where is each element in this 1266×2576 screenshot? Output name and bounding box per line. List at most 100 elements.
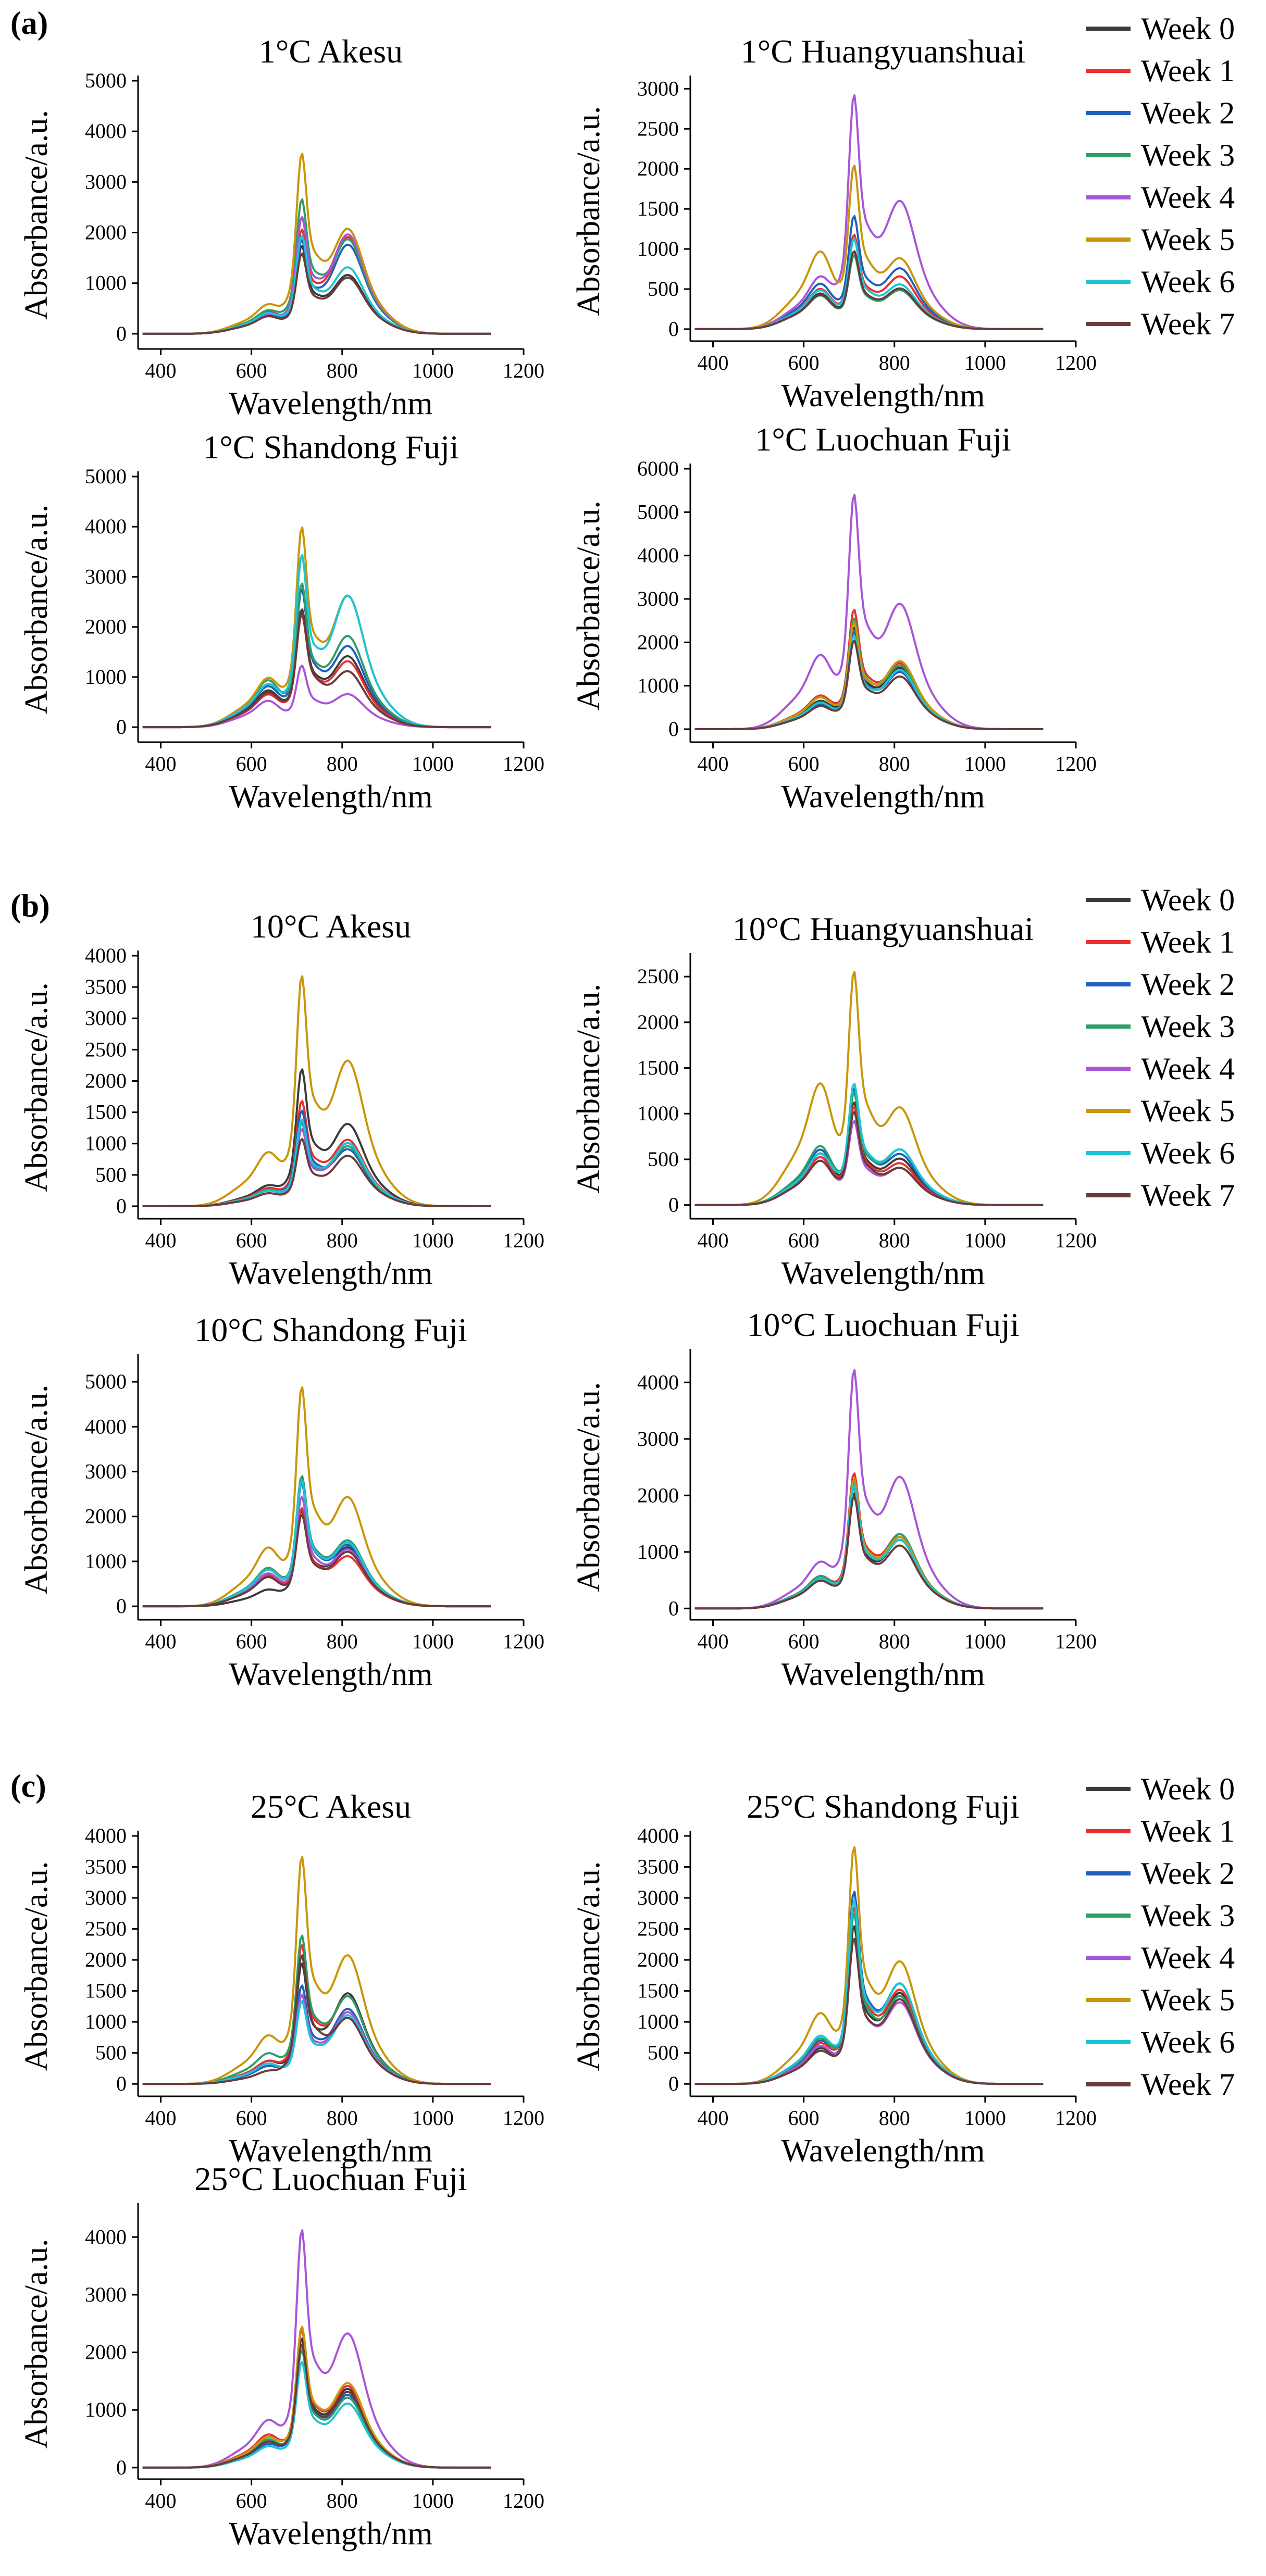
chart-11: 25°C Luochuan Fuji 400 600 800 1000 1200 0 1000… [19, 2160, 544, 2552]
x-tick-label: 800 [327, 1229, 358, 1252]
chart-3: 1°C Shandong Fuji 400 600 800 1000 1200 0 1000 2… [19, 429, 544, 815]
legend-label: Week 3 [1141, 1898, 1235, 1933]
x-axis-label: Wavelength/nm [781, 2133, 985, 2169]
x-tick-label: 1200 [1055, 752, 1097, 776]
y-tick-label: 2000 [85, 1069, 127, 1092]
x-tick-label: 400 [145, 752, 177, 776]
y-tick-label: 5000 [637, 500, 679, 523]
y-tick-label: 2000 [637, 1010, 679, 1034]
x-tick-label: 1000 [964, 752, 1006, 776]
y-tick-label: 1500 [85, 1979, 127, 2003]
x-tick-label: 1200 [1055, 351, 1097, 374]
x-tick-label: 1000 [964, 2106, 1006, 2130]
y-tick-label: 0 [668, 2072, 679, 2095]
x-tick-label: 1000 [412, 1229, 454, 1252]
x-tick-label: 1000 [412, 2106, 454, 2130]
y-axis-label: Absorbance/a.u. [19, 505, 54, 715]
chart-title: 1°C Akesu [259, 33, 403, 70]
legend-label: Week 2 [1141, 1856, 1235, 1891]
y-tick-label: 4000 [85, 1415, 127, 1438]
y-tick-label: 4000 [637, 544, 679, 567]
legend-label: Week 7 [1141, 1178, 1235, 1212]
y-tick-label: 3500 [85, 1855, 127, 1879]
y-tick-label: 2000 [637, 1483, 679, 1507]
y-tick-label: 2000 [637, 157, 679, 180]
y-tick-label: 500 [95, 1163, 127, 1186]
x-tick-label: 1000 [964, 351, 1006, 374]
y-tick-label: 1500 [637, 1056, 679, 1080]
y-tick-label: 3500 [637, 1855, 679, 1879]
y-tick-label: 3000 [637, 1427, 679, 1450]
y-tick-label: 5000 [85, 1370, 127, 1393]
chart-title: 10°C Huangyuanshuai [733, 910, 1034, 947]
x-axis-label: Wavelength/nm [781, 1657, 985, 1692]
x-axis-label: Wavelength/nm [229, 779, 432, 815]
x-tick-label: 1200 [503, 359, 544, 382]
chart-title: 1°C Shandong Fuji [203, 429, 458, 466]
x-axis-label: Wavelength/nm [229, 386, 432, 421]
y-axis-label: Absorbance/a.u. [571, 501, 606, 710]
y-tick-label: 4000 [637, 1370, 679, 1394]
y-tick-label: 3000 [85, 1886, 127, 1909]
y-axis-label: Absorbance/a.u. [19, 982, 54, 1192]
y-tick-label: 3000 [637, 1886, 679, 1909]
series-line-week-7 [694, 250, 1044, 330]
y-tick-label: 0 [668, 1193, 679, 1217]
y-axis-label: Absorbance/a.u. [571, 1861, 606, 2071]
x-tick-label: 1200 [503, 1229, 544, 1252]
legend-label: Week 6 [1141, 265, 1235, 299]
y-tick-label: 2000 [85, 1505, 127, 1528]
x-tick-label: 400 [145, 359, 177, 382]
y-tick-label: 4000 [85, 1824, 127, 1847]
y-axis-label: Absorbance/a.u. [571, 984, 606, 1194]
x-tick-label: 1000 [964, 1630, 1006, 1653]
x-tick-label: 800 [879, 752, 910, 776]
x-tick-label: 600 [788, 752, 820, 776]
y-tick-label: 3000 [85, 565, 127, 588]
legend-label: Week 4 [1141, 180, 1235, 215]
legend-label: Week 0 [1141, 883, 1235, 917]
y-tick-label: 4000 [85, 119, 127, 143]
y-tick-label: 1000 [637, 2010, 679, 2033]
y-tick-label: 1000 [637, 674, 679, 697]
charts-layer: 1°C Akesu 400 600 800 1000 1200 0 1000 2000 3000 4… [19, 33, 1097, 2552]
y-tick-label: 5000 [85, 465, 127, 488]
x-tick-label: 400 [698, 1229, 729, 1252]
legend-label: Week 5 [1141, 222, 1235, 257]
y-tick-label: 1000 [637, 1540, 679, 1564]
x-tick-label: 400 [145, 1229, 177, 1252]
chart-6: 10°C Huangyuanshuai 400 600 800 1000 1200 0 500… [571, 910, 1097, 1291]
y-tick-label: 1500 [637, 1979, 679, 2003]
x-tick-label: 600 [788, 2106, 820, 2130]
x-tick-label: 1200 [503, 2489, 544, 2512]
y-tick-label: 3500 [85, 975, 127, 998]
x-tick-label: 600 [236, 2489, 267, 2512]
legend-label: Week 6 [1141, 2025, 1235, 2059]
y-tick-label: 4000 [637, 1824, 679, 1847]
x-tick-label: 400 [698, 1630, 729, 1653]
chart-title: 1°C Luochuan Fuji [755, 421, 1011, 458]
legend-label: Week 3 [1141, 1009, 1235, 1044]
y-tick-label: 6000 [637, 457, 679, 480]
chart-7: 10°C Shandong Fuji 400 600 800 1000 1200 0 1000… [19, 1311, 544, 1692]
legend-label: Week 4 [1141, 1941, 1235, 1975]
x-tick-label: 800 [879, 351, 910, 374]
x-tick-label: 600 [788, 351, 820, 374]
y-tick-label: 500 [648, 1147, 679, 1171]
x-tick-label: 800 [327, 752, 358, 776]
legend-label: Week 5 [1141, 1094, 1235, 1128]
legend-label: Week 2 [1141, 96, 1235, 130]
x-tick-label: 400 [698, 752, 729, 776]
legend-b: Week 0 Week 1 Week 2 Week 3 Week 4 Week 5 Week… [1086, 883, 1235, 1212]
x-tick-label: 1000 [412, 359, 454, 382]
series-line-week-7 [694, 1111, 1044, 1206]
y-tick-label: 1500 [85, 1101, 127, 1124]
y-tick-label: 2000 [85, 615, 127, 639]
y-tick-label: 1000 [85, 1132, 127, 1155]
y-tick-label: 0 [116, 2072, 127, 2095]
series-line-week-7 [694, 1937, 1044, 2085]
y-axis-label: Absorbance/a.u. [19, 1861, 54, 2071]
x-tick-label: 1200 [1055, 2106, 1097, 2130]
y-tick-label: 2000 [85, 2341, 127, 2364]
x-tick-label: 600 [236, 752, 267, 776]
